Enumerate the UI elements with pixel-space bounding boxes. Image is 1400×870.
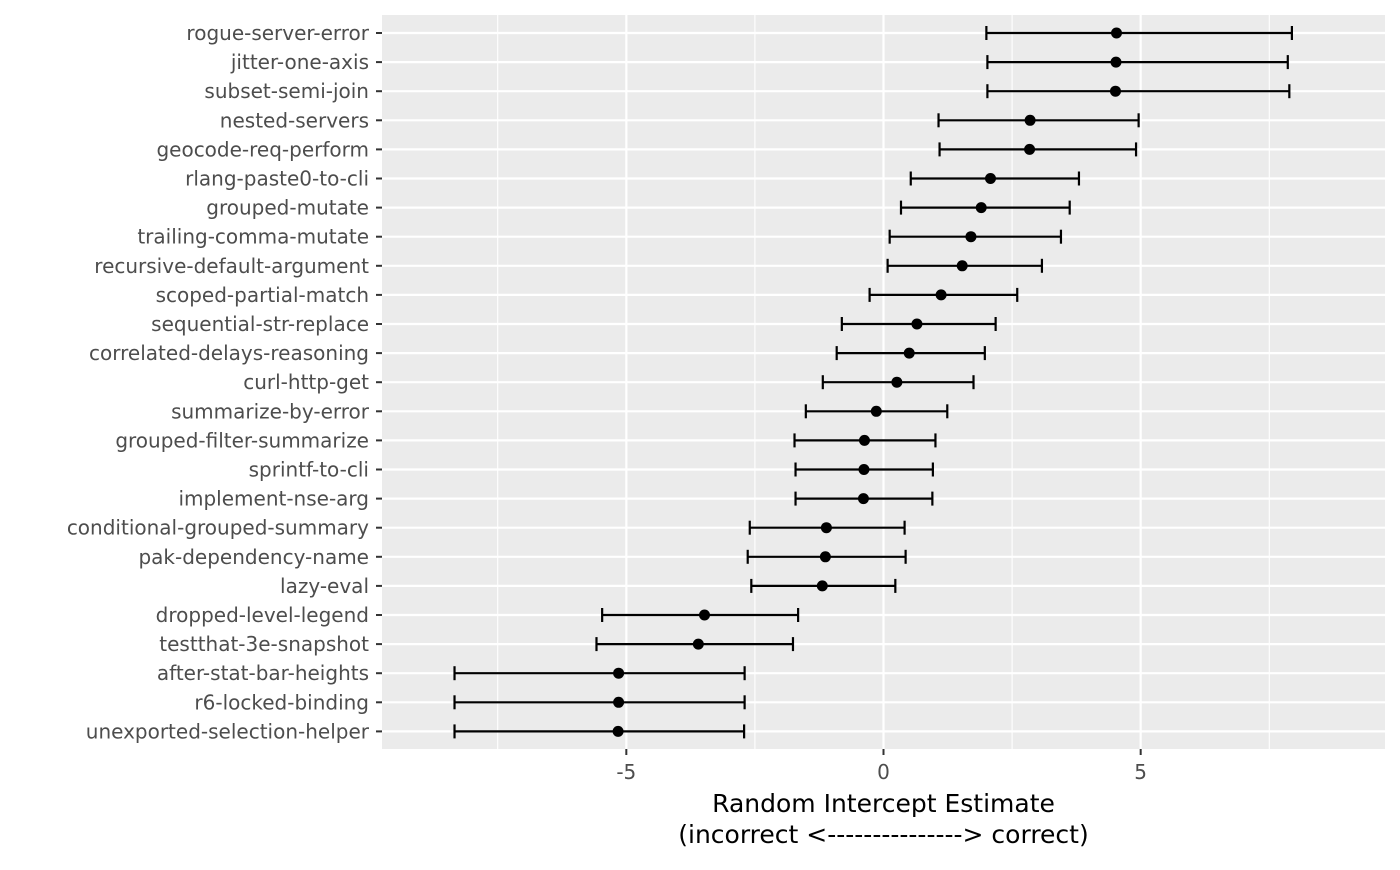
- estimate-point: [857, 493, 869, 505]
- x-axis-tick-label: -5: [616, 760, 636, 784]
- x-axis-title-line-2: (incorrect <---------------> correct): [678, 820, 1088, 849]
- y-axis-tick-label: geocode-req-perform: [156, 137, 369, 161]
- y-axis-tick-label: dropped-level-legend: [156, 603, 369, 627]
- y-axis-tick-label: sprintf-to-cli: [249, 458, 369, 482]
- y-axis-tick-label: trailing-comma-mutate: [137, 225, 369, 249]
- y-axis-tick-label: unexported-selection-helper: [86, 719, 370, 743]
- estimate-point: [613, 667, 625, 679]
- y-axis-tick-label: sequential-str-replace: [151, 312, 369, 336]
- estimate-point: [816, 580, 828, 592]
- estimate-point: [1024, 143, 1036, 155]
- x-axis-tick-label: 0: [877, 760, 890, 784]
- estimate-point: [870, 405, 882, 417]
- y-axis-tick-label: rogue-server-error: [186, 21, 369, 45]
- y-axis-tick-label: testthat-3e-snapshot: [159, 632, 369, 656]
- y-axis-tick-label: jitter-one-axis: [230, 50, 369, 74]
- y-axis-tick-label: curl-http-get: [243, 370, 369, 394]
- estimate-point: [911, 318, 923, 330]
- estimate-point: [965, 231, 977, 243]
- estimate-point: [858, 464, 870, 475]
- y-axis-tick-label: nested-servers: [220, 108, 369, 132]
- estimate-point: [1110, 56, 1122, 68]
- y-axis-tick-label: summarize-by-error: [171, 399, 370, 423]
- estimate-point: [699, 609, 711, 621]
- estimate-point: [903, 347, 915, 359]
- y-axis-tick-label: conditional-grouped-summary: [67, 516, 369, 540]
- x-axis-tick-label: 5: [1134, 760, 1147, 784]
- y-axis-tick-label: pak-dependency-name: [138, 545, 369, 569]
- estimate-point: [956, 260, 968, 272]
- estimate-point: [1024, 114, 1036, 126]
- estimate-point: [891, 376, 903, 388]
- estimate-point: [1111, 27, 1123, 39]
- y-axis-tick-label: scoped-partial-match: [156, 283, 369, 307]
- y-axis-tick-label: grouped-mutate: [206, 196, 369, 220]
- x-axis: -5 0 5: [616, 749, 1147, 784]
- estimate-point: [613, 696, 625, 708]
- y-axis-tick-label: rlang-paste0-to-cli: [185, 167, 369, 191]
- y-axis: rogue-server-error jitter-one-axis subset-…: [67, 21, 382, 743]
- y-axis-tick-label: lazy-eval: [280, 574, 369, 598]
- estimate-point: [819, 551, 831, 563]
- y-axis-tick-label: subset-semi-join: [204, 79, 369, 103]
- estimate-point: [1109, 85, 1121, 97]
- estimate-point: [612, 725, 624, 737]
- estimate-point: [858, 434, 870, 446]
- y-axis-tick-label: recursive-default-argument: [94, 254, 369, 278]
- estimate-point: [692, 638, 704, 650]
- y-axis-tick-label: correlated-delays-reasoning: [89, 341, 369, 365]
- estimate-point: [984, 173, 996, 184]
- estimate-point: [935, 289, 947, 301]
- estimate-point: [975, 202, 987, 214]
- y-axis-tick-label: after-stat-bar-heights: [157, 661, 369, 685]
- data-marks: [453, 26, 1294, 739]
- y-axis-tick-label: r6-locked-binding: [194, 690, 369, 714]
- y-axis-tick-label: grouped-filter-summarize: [115, 428, 369, 452]
- estimate-point: [820, 522, 832, 534]
- x-axis-title-line-1: Random Intercept Estimate: [712, 789, 1055, 818]
- y-axis-tick-label: implement-nse-arg: [178, 487, 369, 511]
